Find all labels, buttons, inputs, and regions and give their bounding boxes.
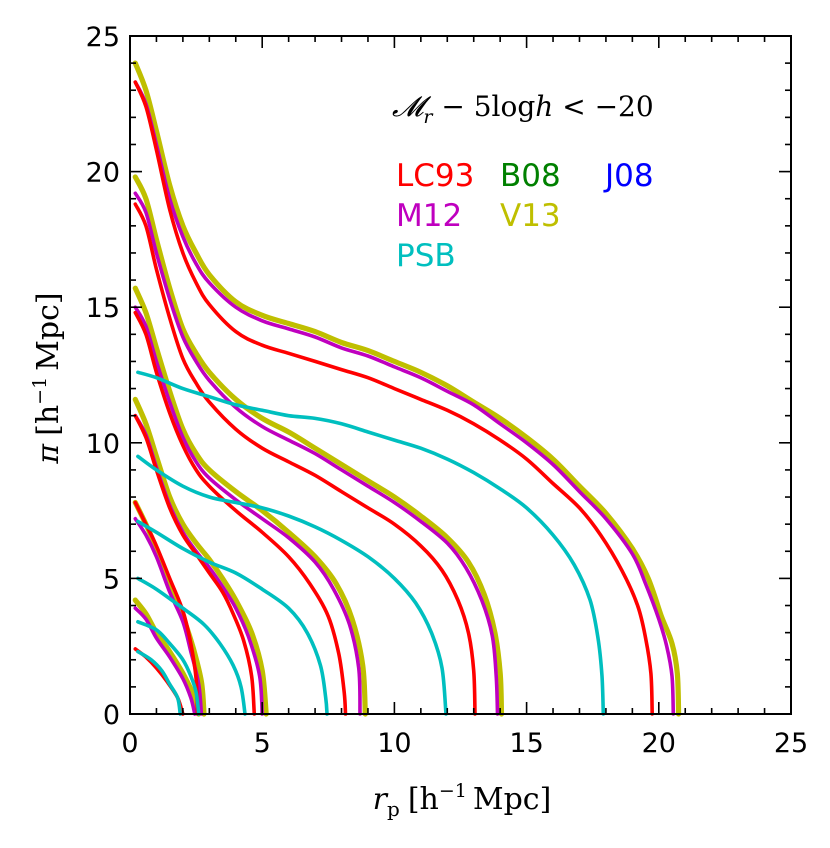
- m12-contour-4: [133, 516, 204, 716]
- ylabel-sup: −1: [29, 377, 51, 405]
- y-axis-label: π [h−1 Mpc]: [29, 292, 66, 464]
- y-tick-label: 15: [86, 293, 120, 324]
- m12-contour-5: [133, 606, 197, 716]
- lc93-contour-3: [133, 413, 257, 716]
- psb-contour-3: [136, 576, 247, 716]
- legend-label: M12: [396, 198, 462, 234]
- m12-contour-2: [133, 305, 362, 716]
- xlabel-var: r: [373, 782, 389, 817]
- x-tick-labels: 0 5 10 15 20 25: [121, 728, 808, 759]
- v13-contour-3: [132, 396, 269, 717]
- m12-contour-0: [133, 80, 676, 716]
- x-tick-label: 15: [509, 728, 543, 759]
- xlabel-sup: −1: [439, 780, 467, 802]
- y-tick-labels: 0 5 10 15 20 25: [86, 22, 120, 731]
- legend-label: B08: [500, 158, 561, 194]
- lc93-contour-0: [133, 80, 654, 716]
- legend-label: J08: [603, 158, 654, 194]
- annotation-h: h: [535, 90, 553, 123]
- legend: LC93 B08 J08 M12 V13 PSB: [396, 158, 654, 274]
- v13-contour-0: [132, 60, 682, 717]
- v13-contour-5: [132, 597, 202, 717]
- x-tick-label: 20: [642, 728, 676, 759]
- legend-label: V13: [500, 198, 561, 234]
- y-tick-label: 0: [103, 700, 120, 731]
- m12-contour-1: [133, 191, 500, 716]
- y-tick-label: 25: [86, 22, 120, 53]
- ylabel-var: π: [31, 443, 66, 465]
- psb-contour-0: [136, 370, 606, 716]
- legend-label: PSB: [396, 238, 456, 274]
- contour-curves: [132, 60, 682, 717]
- psb-contour-1: [136, 454, 448, 716]
- x-axis-label: rp [h−1 Mpc]: [373, 780, 552, 821]
- psb-contour-2: [136, 519, 329, 716]
- xlabel-units: [h: [408, 782, 439, 817]
- annotation-cmp: < −20: [553, 90, 653, 123]
- v13-contour-2: [132, 285, 368, 717]
- x-tick-label: 25: [774, 728, 808, 759]
- lc93-contour-2: [133, 310, 348, 716]
- lc93-contour-1: [133, 202, 477, 716]
- y-tick-label: 20: [86, 158, 120, 189]
- ylabel-units: [h: [31, 405, 66, 436]
- v13-contour-1: [132, 174, 505, 717]
- x-tick-label: 10: [377, 728, 411, 759]
- x-tick-label: 5: [254, 728, 271, 759]
- plot-frame: [129, 35, 792, 715]
- psb-contour-5: [136, 649, 182, 716]
- xlabel-sub: p: [387, 797, 400, 821]
- y-tick-label: 10: [86, 429, 120, 460]
- plot-background: [130, 36, 791, 714]
- annotation-rest: − 5log: [432, 90, 535, 123]
- psb-contour-4: [136, 620, 201, 716]
- xlabel-tail: Mpc]: [473, 782, 551, 817]
- x-tick-label: 0: [121, 728, 138, 759]
- legend-label: LC93: [396, 158, 474, 194]
- ylabel-tail: Mpc]: [31, 292, 66, 370]
- y-tick-label: 5: [103, 564, 120, 595]
- annotation-sub: r: [423, 106, 434, 128]
